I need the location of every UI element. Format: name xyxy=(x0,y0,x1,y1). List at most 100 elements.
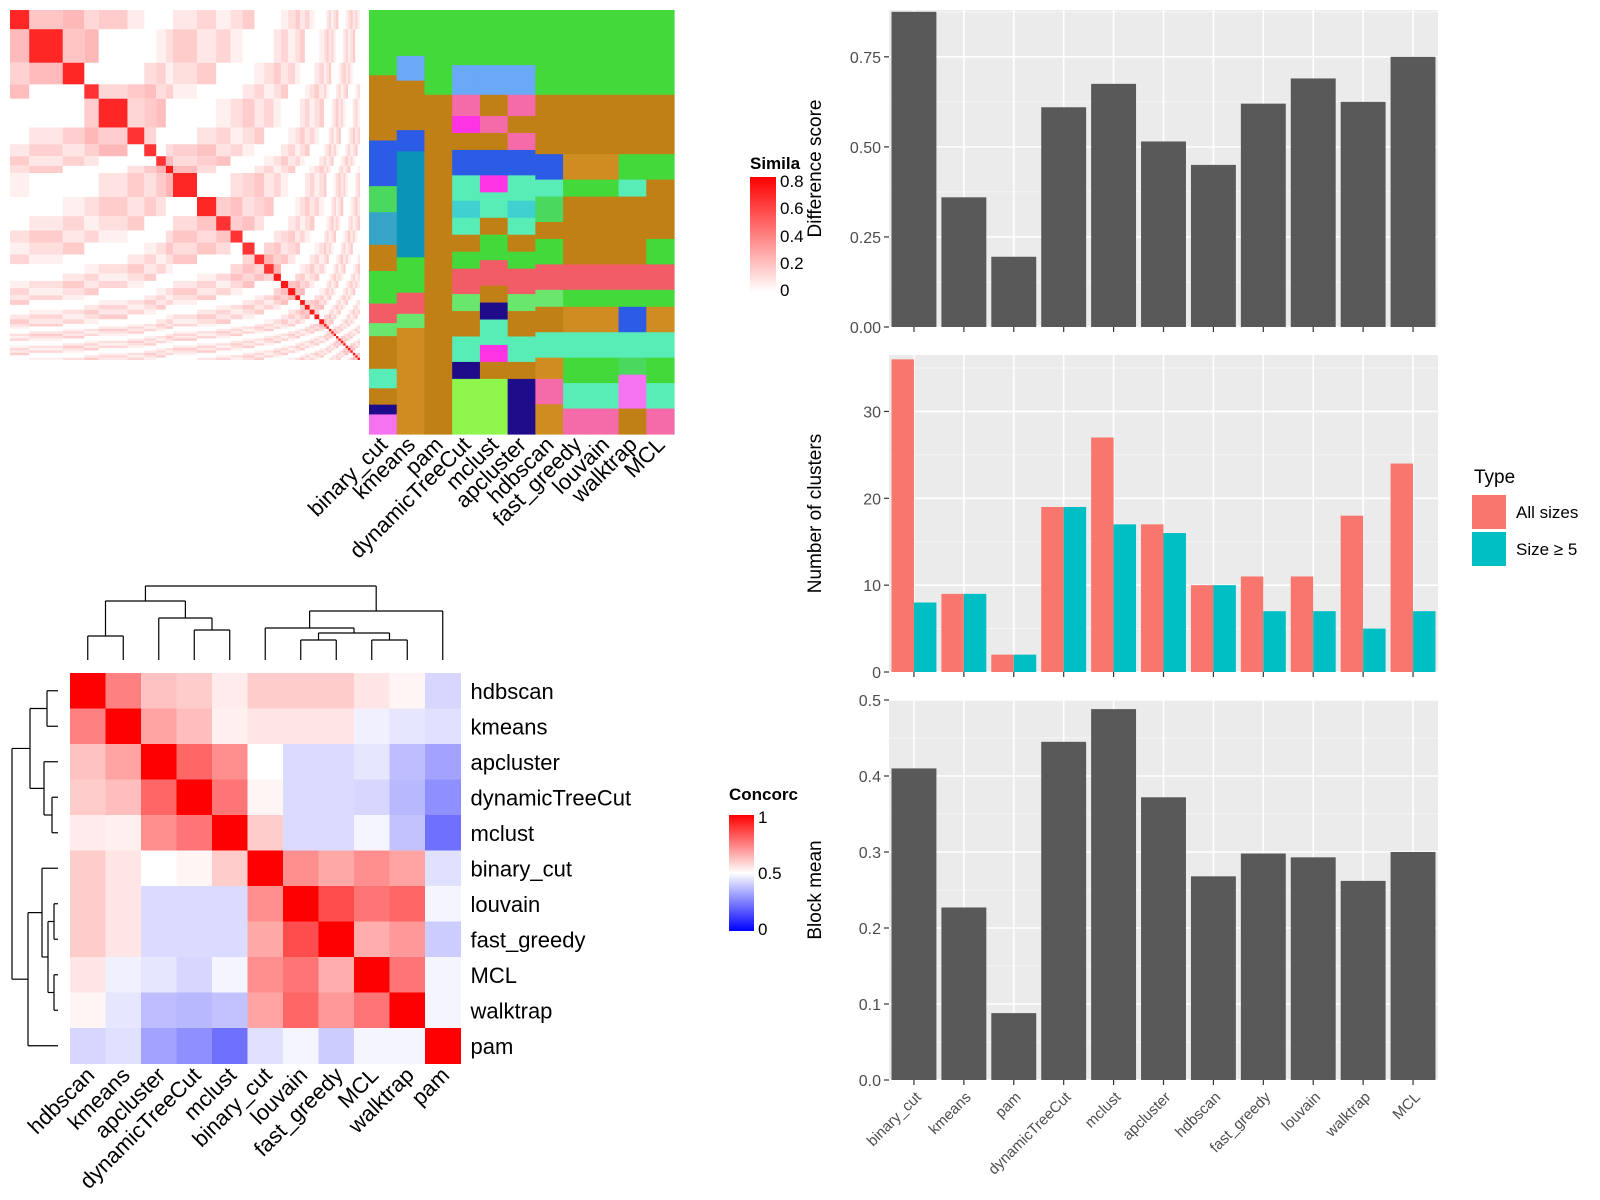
concordance-cell xyxy=(247,992,284,1029)
similarity-cell xyxy=(309,216,315,231)
similarity-cell xyxy=(340,165,344,174)
similarity-cell xyxy=(304,230,310,243)
similarity-cell xyxy=(331,355,334,358)
similarity-cell xyxy=(29,62,63,85)
similarity-cell xyxy=(29,357,63,360)
bar-size-ge-5 xyxy=(1213,585,1236,672)
similarity-cell xyxy=(338,273,341,281)
concordance-cell xyxy=(318,815,355,851)
concordance-cell xyxy=(176,744,213,780)
annotation-segment xyxy=(646,10,675,96)
similarity-cell xyxy=(98,273,128,281)
similarity-cell xyxy=(314,264,320,274)
concordance-cell xyxy=(389,921,426,958)
similarity-cell xyxy=(328,350,332,353)
similarity-cell xyxy=(173,336,197,339)
similarity-cell xyxy=(242,216,255,231)
similarity-block xyxy=(98,98,128,128)
similarity-cell xyxy=(10,352,30,356)
similarity-cell xyxy=(288,29,296,63)
annotation-segment xyxy=(452,311,481,338)
block-mean-chart: 0.0 0.1 0.2 0.3 0.4 0.5 Block mean binary_cut km… xyxy=(805,693,1438,1178)
bar xyxy=(941,907,987,1080)
concordance-cell xyxy=(389,957,426,993)
similarity-cell xyxy=(355,10,358,30)
annotation-segment xyxy=(646,196,675,240)
annotation-segment xyxy=(563,408,592,435)
similarity-cell xyxy=(144,165,157,174)
similarity-cell xyxy=(340,350,344,353)
similarity-cell xyxy=(345,333,349,337)
annotation-segment xyxy=(507,10,536,66)
bar-all-sizes xyxy=(1041,506,1064,672)
similarity-cell xyxy=(295,280,301,289)
similarity-cell xyxy=(343,340,346,344)
bar xyxy=(1390,852,1436,1080)
similarity-cell xyxy=(273,324,281,327)
concordance-cell xyxy=(212,957,248,993)
annotation-segment xyxy=(507,175,536,202)
similarity-cell xyxy=(357,338,360,341)
similarity-cell xyxy=(328,165,332,174)
concordance-cell xyxy=(247,957,284,993)
similarity-cell xyxy=(338,98,341,128)
similarity-cell xyxy=(348,350,351,353)
similarity-cell xyxy=(264,254,274,265)
similarity-cell xyxy=(309,280,315,289)
similarity-cell xyxy=(319,173,325,197)
concordance-cell xyxy=(212,886,248,922)
annotation-segment xyxy=(479,116,509,134)
similarity-cell xyxy=(314,326,320,329)
similarity-block xyxy=(144,144,157,157)
similarity-cell xyxy=(350,156,353,166)
similarity-cell xyxy=(196,357,217,360)
similarity-cell xyxy=(242,300,255,305)
annotation-segment xyxy=(590,357,620,384)
similarity-cell xyxy=(254,338,265,341)
similarity-cell xyxy=(324,326,327,329)
similarity-cell xyxy=(254,273,265,281)
annotation-segment xyxy=(452,234,481,253)
y-tick-label: 30 xyxy=(863,404,881,421)
similarity-cell xyxy=(300,216,305,231)
similarity-cell xyxy=(254,173,265,197)
annotation-segment xyxy=(535,289,564,308)
concordance-cell xyxy=(354,815,390,851)
similarity-cell xyxy=(319,156,325,166)
similarity-cell xyxy=(350,333,353,337)
similarity-cell xyxy=(348,144,351,157)
similarity-cell xyxy=(98,314,128,320)
similarity-cell xyxy=(326,29,329,63)
similarity-cell xyxy=(264,173,274,197)
similarity-cell xyxy=(300,156,305,166)
similarity-cell xyxy=(173,29,197,63)
similarity-cell xyxy=(264,352,274,356)
similarity-cell xyxy=(242,355,255,358)
concordance-cell xyxy=(70,744,106,780)
similarity-cell xyxy=(288,314,296,320)
concordance-cell xyxy=(105,886,142,922)
similarity-cell xyxy=(328,10,332,30)
similarity-cell xyxy=(273,230,281,243)
similarity-cell xyxy=(156,326,166,329)
concordance-cell xyxy=(70,779,106,816)
concordance-cell xyxy=(318,1028,355,1064)
similarity-cell xyxy=(357,352,360,356)
cluster-assignment-annotation xyxy=(369,10,675,435)
similarity-cell xyxy=(173,348,197,351)
similarity-cell xyxy=(156,338,166,341)
annotation-segment xyxy=(479,132,509,151)
similarity-cell xyxy=(338,127,341,145)
concordance-cell xyxy=(176,992,213,1029)
similarity-cell xyxy=(242,328,255,332)
similarity-cell xyxy=(196,10,217,30)
similarity-cell xyxy=(273,62,281,85)
y-tick-label: 0.50 xyxy=(850,140,881,157)
bar-all-sizes xyxy=(1290,576,1314,672)
similarity-cell xyxy=(273,352,281,356)
similarity-cell xyxy=(300,10,305,30)
similarity-cell xyxy=(254,62,265,85)
similarity-cell xyxy=(127,304,145,310)
similarity-cell xyxy=(196,336,217,339)
similarity-cell xyxy=(98,340,128,344)
